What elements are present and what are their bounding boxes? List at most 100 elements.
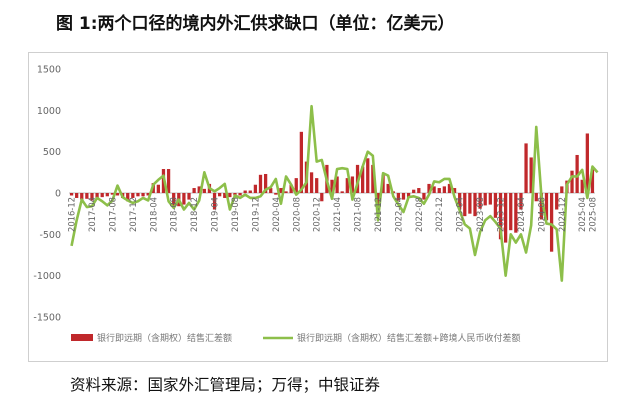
- chart-svg: 1500 1000 500 0 -500 -1000 -1500 2016-12 2017-04…: [33, 65, 599, 344]
- x-tick-label: 2020-08: [291, 197, 301, 232]
- bar-mark: [555, 193, 559, 210]
- bar-mark: [371, 164, 375, 193]
- bar-mark: [146, 193, 150, 196]
- x-tick-label: 2020-04: [271, 197, 281, 232]
- x-tick-label: 2022-08: [414, 197, 424, 232]
- y-tick-label: 1000: [37, 106, 61, 117]
- bar-mark: [539, 193, 544, 220]
- bar-mark: [243, 190, 247, 193]
- bar-mark: [115, 193, 120, 196]
- bar-mark: [458, 193, 462, 210]
- x-tick-label: 2016-12: [67, 197, 77, 232]
- bar-mark: [100, 193, 104, 198]
- bar-mark: [136, 193, 140, 197]
- page-title: 图 1:两个口径的境内外汇供求缺口（单位：亿美元）: [56, 14, 455, 34]
- bar-mark: [228, 193, 232, 198]
- x-tick-label: 2017-12: [128, 197, 138, 232]
- bar-mark: [504, 193, 508, 243]
- bar-mark: [172, 193, 176, 208]
- bar-mark: [182, 193, 186, 205]
- bar-mark: [580, 179, 584, 193]
- bar-mark: [95, 193, 99, 198]
- y-tick-label: 500: [43, 147, 61, 158]
- x-tick-label: 2023-04: [455, 197, 465, 232]
- bar-mark: [335, 176, 339, 193]
- bar-mark: [570, 170, 574, 193]
- bar-mark: [202, 188, 206, 193]
- bar-mark: [223, 193, 227, 198]
- x-tick-label: 2022-12: [434, 197, 444, 232]
- chart-panel: 1500 1000 500 0 -500 -1000 -1500 2016-12 2017-04…: [28, 52, 608, 362]
- bar-mark: [75, 193, 79, 198]
- bar-mark: [141, 193, 145, 197]
- bar-mark: [376, 193, 380, 214]
- x-tick-label: 2023-12: [496, 197, 506, 232]
- bar-mark: [315, 178, 319, 193]
- x-tick-label: 2021-08: [353, 197, 363, 232]
- bar-mark: [478, 193, 482, 209]
- bar-mark: [340, 191, 344, 193]
- bar-mark: [80, 193, 84, 200]
- bar-mark: [493, 193, 498, 218]
- bar-mark: [131, 193, 135, 198]
- series-line: [70, 104, 599, 282]
- y-tick-label: -500: [39, 230, 61, 241]
- x-tick-label: 2025-08: [587, 197, 597, 232]
- bar-mark: [463, 193, 467, 217]
- bar-mark: [345, 178, 349, 193]
- bar-mark: [366, 158, 370, 193]
- bar-mark: [309, 172, 314, 193]
- bar-mark: [509, 193, 513, 231]
- bar-mark: [442, 186, 446, 193]
- x-tick-label: 2018-08: [169, 197, 179, 232]
- bar-mark: [361, 166, 365, 193]
- bar-mark: [560, 186, 564, 193]
- bar-mark: [105, 193, 109, 197]
- bar-mark: [187, 193, 191, 200]
- bar-mark: [294, 178, 298, 193]
- x-tick-label: 2024-12: [557, 197, 567, 232]
- bar-mark: [274, 193, 278, 195]
- bar-mark: [575, 154, 579, 193]
- bar-mark: [166, 169, 171, 193]
- x-tick-label: 2024-04: [516, 197, 526, 232]
- x-tick-label: 2019-08: [230, 197, 240, 232]
- legend-swatch-bar: [71, 334, 93, 341]
- bar-mark: [468, 193, 472, 214]
- bar-mark: [549, 193, 554, 252]
- bar-mark: [437, 188, 441, 193]
- bar-mark: [90, 193, 94, 201]
- x-tick-label: 2024-08: [536, 197, 546, 232]
- bar-mark: [544, 193, 549, 221]
- bar-mark: [524, 143, 528, 193]
- bar-mark: [69, 193, 74, 196]
- bar-mark: [422, 193, 426, 200]
- x-tick-label: 2017-08: [107, 197, 117, 232]
- bar-mark: [483, 193, 487, 206]
- x-tick-label: 2021-12: [373, 197, 383, 232]
- bar-mark: [498, 193, 503, 240]
- bar-mark: [330, 179, 334, 193]
- bar-mark: [514, 193, 518, 233]
- bar-mark: [279, 188, 283, 193]
- bar-mark: [156, 184, 160, 193]
- bar-mark: [110, 193, 115, 195]
- bar-mark: [590, 169, 595, 193]
- x-tick-label: 2018-04: [148, 197, 158, 232]
- bar-mark: [452, 188, 457, 193]
- bar-mark: [417, 188, 421, 193]
- bar-mark: [248, 190, 252, 193]
- bar-mark: [386, 183, 390, 193]
- source-note: 资料来源：国家外汇管理局；万得；中银证券: [70, 376, 381, 394]
- bar-mark: [412, 189, 416, 193]
- x-tick-label: 2021-04: [332, 197, 342, 232]
- bar-mark: [263, 173, 268, 193]
- x-tick-label: 2022-04: [393, 197, 403, 232]
- bar-mark: [212, 193, 217, 210]
- bar-mark: [427, 183, 431, 193]
- bar-mark: [473, 193, 477, 217]
- bar-mark: [585, 133, 589, 193]
- bar-mark: [197, 186, 201, 193]
- x-tick-label: 2017-04: [87, 197, 97, 232]
- bar-mark: [258, 174, 263, 193]
